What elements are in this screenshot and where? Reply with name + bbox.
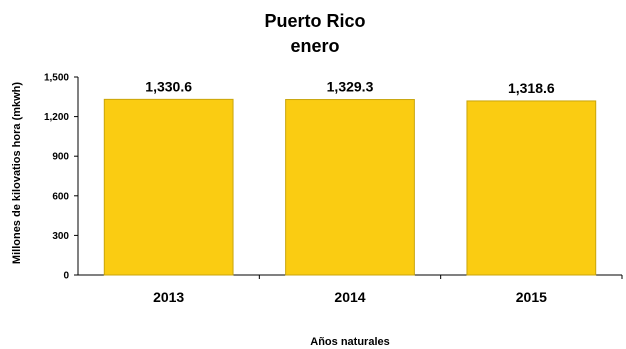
chart-title-line-2: enero (290, 36, 339, 56)
y-tick-label: 1,500 (44, 73, 69, 84)
bar-value-label: 1,330.6 (145, 78, 192, 94)
bar-value-label: 1,329.3 (327, 79, 374, 95)
y-axis-title: Millones de kilovatios hora (mkwh) (11, 82, 23, 264)
y-tick-label: 600 (52, 191, 69, 202)
bar-value-label: 1,318.6 (508, 80, 555, 96)
x-category-label: 2015 (516, 289, 547, 305)
bar (103, 98, 234, 276)
x-category-label: 2014 (334, 289, 365, 305)
x-category-label: 2013 (153, 289, 184, 305)
bar (285, 99, 415, 276)
y-tick-label: 300 (52, 231, 69, 242)
x-axis-title: Años naturales (310, 336, 389, 348)
plot-area: 0 300 600 900 1,200 1,500 1,330.6 2013 1,329.3 20… (44, 73, 623, 305)
bar (466, 100, 597, 276)
y-tick-label: 900 (52, 152, 69, 163)
y-tick-label: 1,200 (44, 112, 69, 123)
chart-title-line-1: Puerto Rico (264, 11, 365, 31)
y-tick-label: 0 (63, 271, 69, 282)
